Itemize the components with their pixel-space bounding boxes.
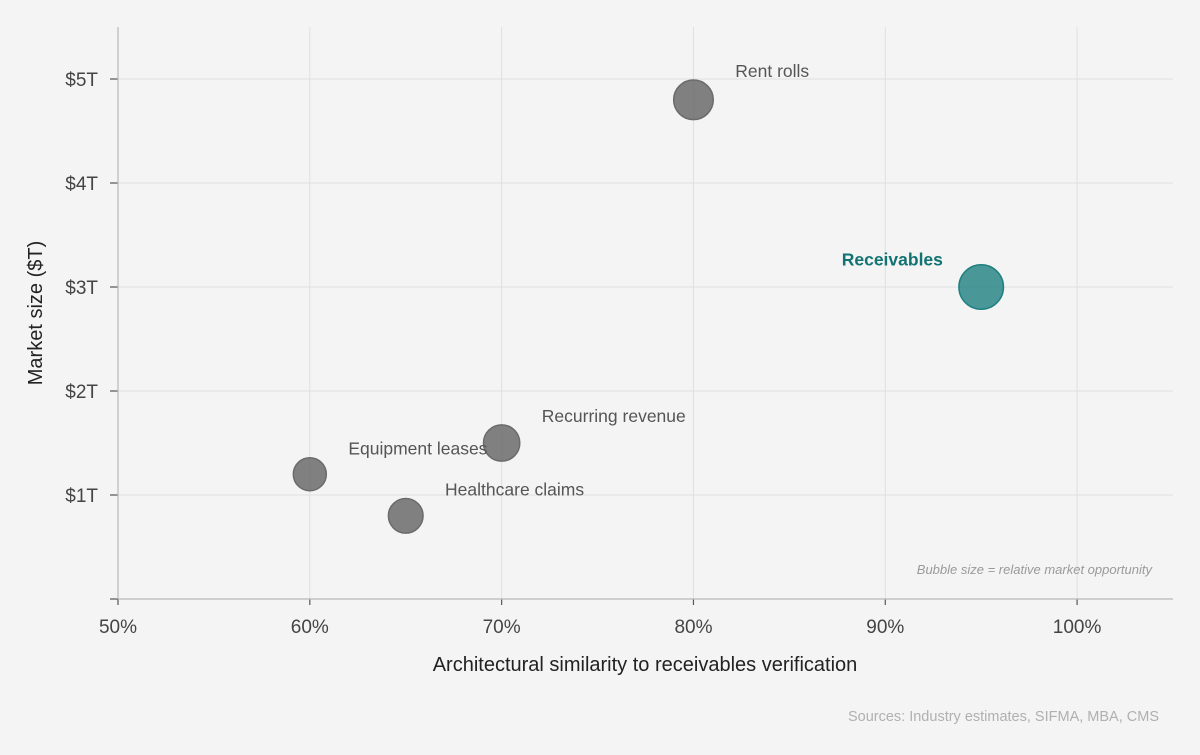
x-tick-label: 60% — [291, 617, 329, 638]
x-tick-label: 50% — [99, 617, 137, 638]
bubble-recurring-revenue[interactable] — [482, 424, 521, 462]
x-tick-label: 80% — [674, 617, 712, 638]
y-tick-label: $4T — [65, 174, 98, 195]
point-labels: Equipment leases Healthcare claims Recurri… — [348, 61, 943, 499]
bubbles — [292, 79, 1005, 534]
label-rent-rolls: Rent rolls — [735, 61, 809, 81]
label-receivables: Receivables — [842, 250, 943, 270]
bubble-equipment-leases[interactable] — [292, 456, 328, 492]
y-tick-label: $3T — [65, 278, 98, 299]
label-healthcare-claims: Healthcare claims — [445, 479, 584, 499]
y-tick-label: $5T — [65, 70, 98, 91]
grid — [117, 27, 1173, 599]
label-recurring-revenue: Recurring revenue — [542, 406, 686, 426]
bubble-size-note: Bubble size = relative market opportunit… — [917, 562, 1154, 577]
bubble-receivables[interactable] — [958, 263, 1005, 311]
x-axis-title: Architectural similarity to receivables … — [433, 654, 858, 676]
x-tick-label: 70% — [483, 617, 521, 638]
source-note: Sources: Industry estimates, SIFMA, MBA,… — [848, 709, 1159, 725]
axes: 50% 60% 70% 80% 90% 100% $1T $2T $3T $4T $5T — [65, 27, 1173, 638]
y-tick-label: $1T — [65, 486, 98, 507]
y-axis-title: Market size ($T) — [25, 241, 47, 385]
label-equipment-leases: Equipment leases — [348, 439, 487, 459]
x-tick-label: 100% — [1053, 617, 1102, 638]
bubble-rent-rolls[interactable] — [672, 79, 715, 121]
y-tick-label: $2T — [65, 382, 98, 403]
bubble-healthcare-claims[interactable] — [387, 497, 424, 534]
x-tick-label: 90% — [866, 617, 904, 638]
